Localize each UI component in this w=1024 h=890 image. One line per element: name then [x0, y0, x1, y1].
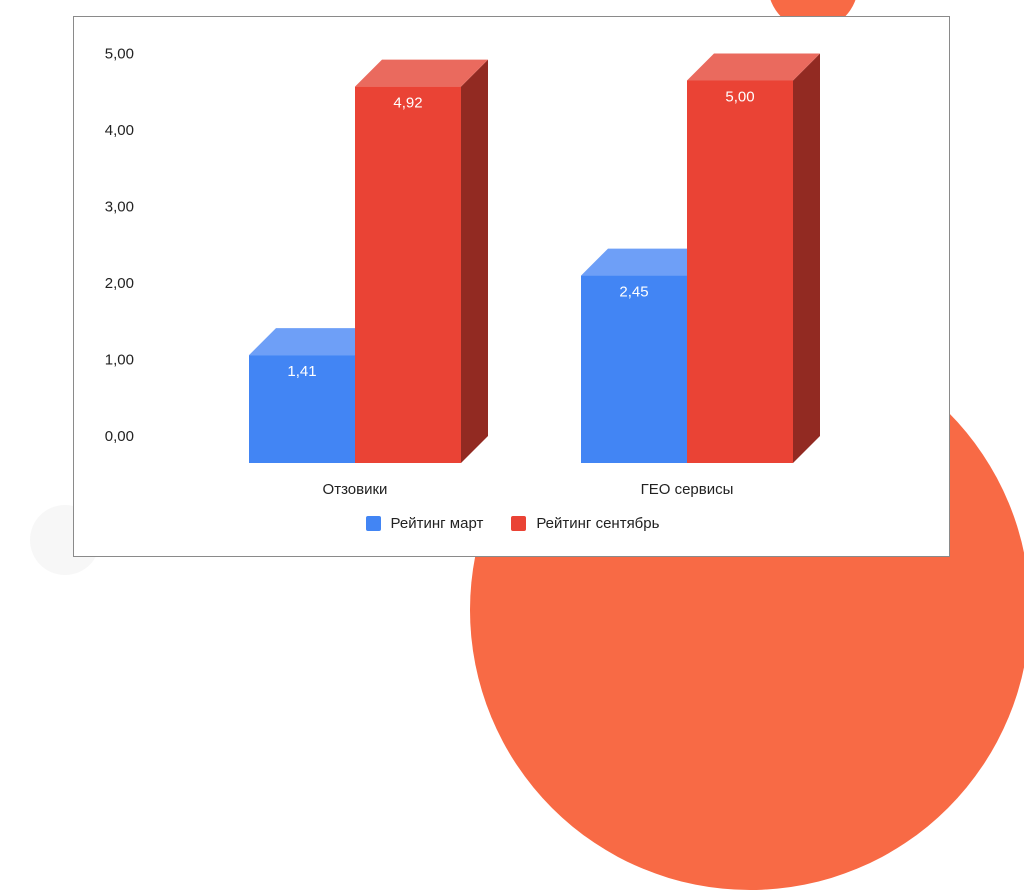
data-label: 4,92	[393, 95, 422, 112]
data-label: 2,45	[619, 284, 648, 301]
bar-top	[355, 59, 488, 87]
data-label: 5,00	[725, 89, 754, 106]
bar-top	[687, 53, 820, 81]
y-tick-label: 2,00	[105, 275, 134, 292]
x-category-label: ГЕО сервисы	[641, 481, 734, 498]
legend-label-march: Рейтинг март	[390, 515, 484, 532]
bar	[581, 275, 687, 463]
bar-top	[581, 248, 714, 276]
chart-card: 0,00 1,00 2,00 3,00 4,00 5,00 1,41 4,92 Отзовики…	[73, 16, 950, 557]
legend-swatch-september	[511, 516, 527, 531]
data-label: 1,41	[287, 363, 316, 380]
y-tick-label: 4,00	[105, 122, 134, 139]
y-tick-label: 3,00	[105, 199, 134, 216]
legend-item-september: Рейтинг сентябрь	[511, 515, 659, 532]
legend-label-september: Рейтинг сентябрь	[536, 515, 660, 532]
bar-top	[249, 328, 382, 356]
y-tick-label: 1,00	[105, 352, 134, 369]
legend-swatch-march	[365, 516, 381, 531]
chart-legend: Рейтинг март Рейтинг сентябрь	[74, 515, 951, 532]
y-tick-label: 0,00	[105, 428, 134, 445]
y-tick-label: 5,00	[105, 46, 134, 63]
bar-chart: 0,00 1,00 2,00 3,00 4,00 5,00 1,41 4,92 Отзовики…	[105, 46, 820, 498]
bar	[249, 355, 355, 463]
legend-item-march: Рейтинг март	[365, 515, 484, 532]
bar	[355, 86, 461, 464]
bar	[687, 80, 793, 463]
x-category-label: Отзовики	[323, 481, 388, 498]
bar-side	[793, 53, 820, 463]
bar-side	[461, 59, 488, 464]
